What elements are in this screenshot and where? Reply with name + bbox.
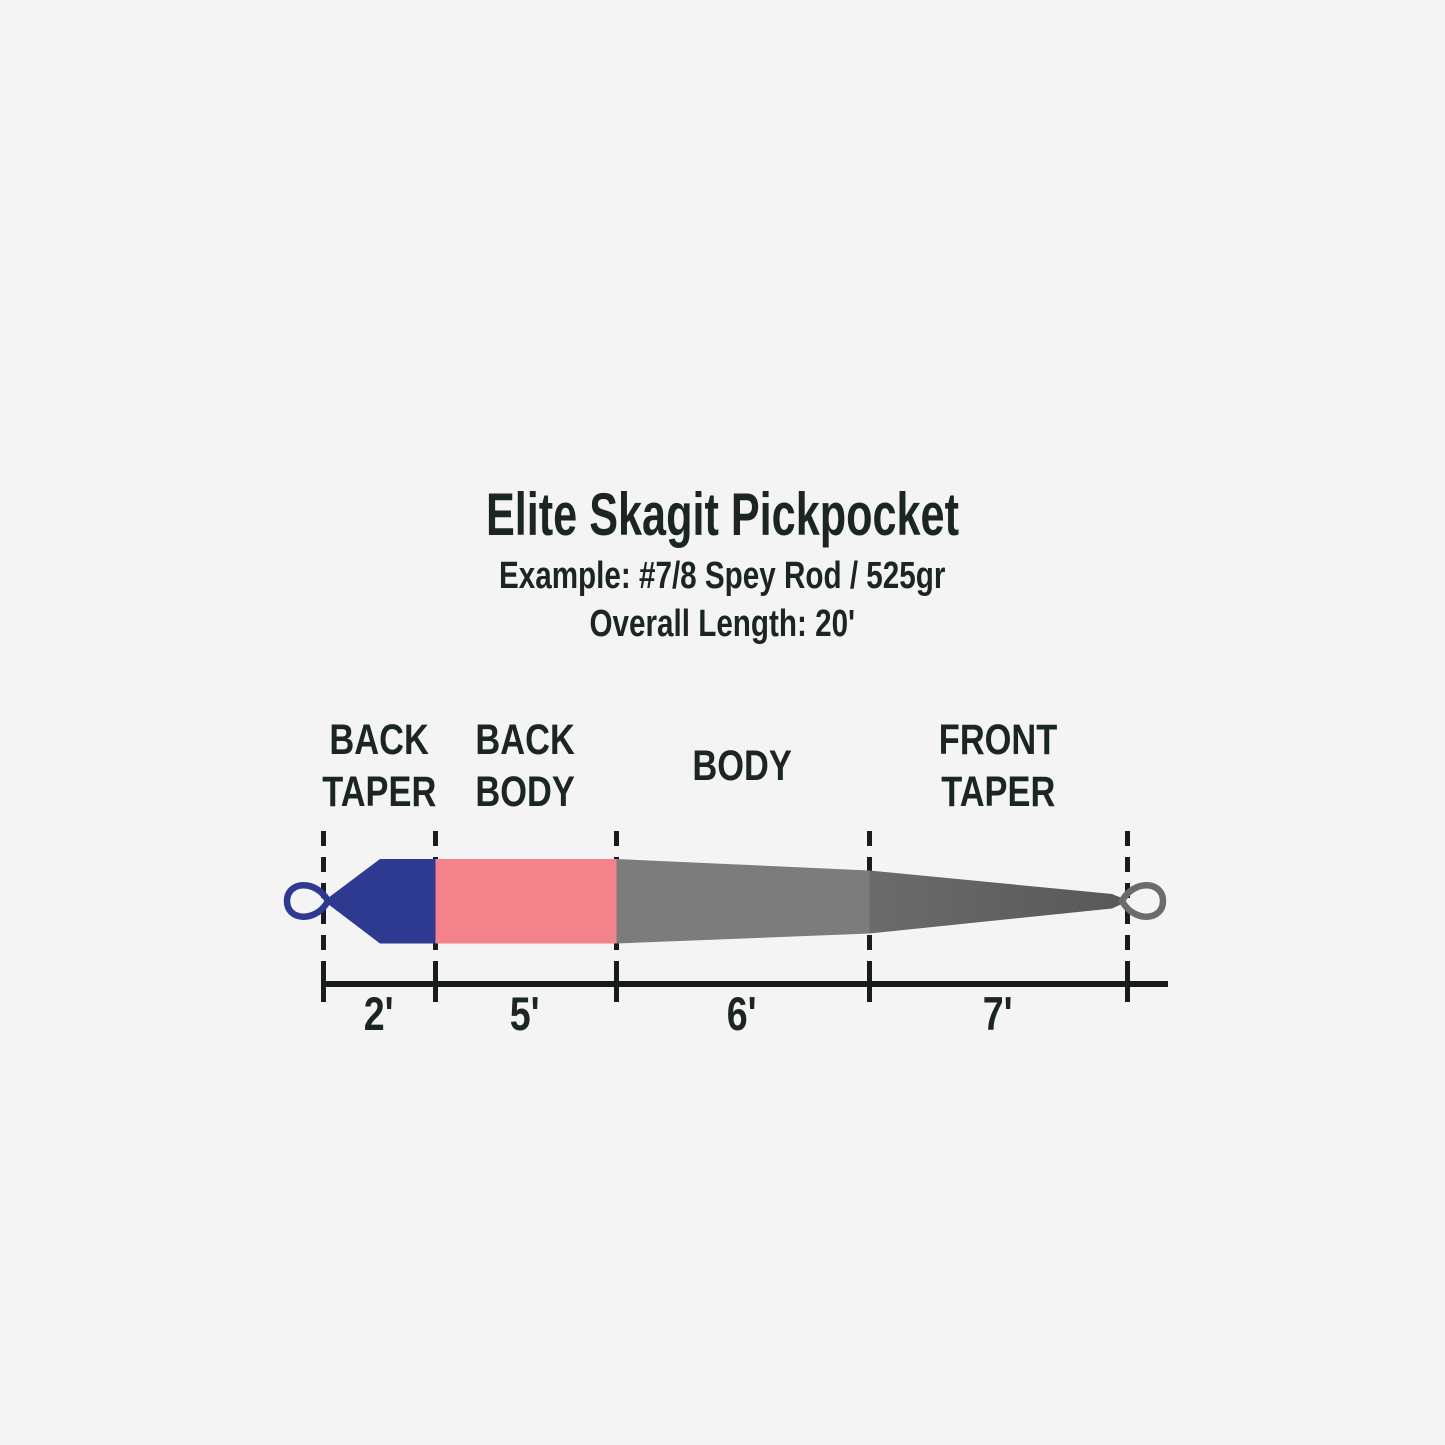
section-label-line: BODY	[692, 742, 792, 790]
diagram-example-line: Example: #7/8 Spey Rod / 525gr	[0, 552, 1445, 600]
body-segment	[616, 859, 870, 944]
diagram-title: Elite Skagit Pickpocket	[0, 481, 1445, 548]
section-label-front-taper: FRONT TAPER	[888, 712, 1108, 820]
section-label-back-body: BACK BODY	[415, 712, 635, 820]
measurement-ruler	[321, 967, 1168, 1001]
diagram-example-text: Example: #7/8 Spey Rod / 525gr	[499, 555, 946, 597]
length-label-back-taper: 2'	[269, 990, 489, 1038]
diagram-overall-length-text: Overall Length: 20'	[589, 603, 856, 645]
diagram-title-text: Elite Skagit Pickpocket	[486, 481, 959, 548]
length-label-body: 6'	[632, 990, 852, 1038]
section-label-body: BODY	[632, 712, 852, 820]
back-taper-segment	[324, 859, 436, 944]
length-label-back-body: 5'	[415, 990, 635, 1038]
length-label-text: 2'	[364, 987, 394, 1040]
length-label-text: 6'	[727, 987, 757, 1040]
title-block: Elite Skagit Pickpocket Example: #7/8 Sp…	[0, 481, 1445, 648]
section-label-line: TAPER	[940, 768, 1056, 816]
back-body-segment	[435, 859, 617, 944]
length-label-front-taper: 7'	[888, 990, 1108, 1038]
section-label-line: BODY	[475, 768, 575, 816]
back-loop-icon	[283, 882, 332, 920]
front-taper-segment	[869, 870, 1123, 934]
diagram-overall-length-line: Overall Length: 20'	[0, 600, 1445, 648]
section-label-line: TAPER	[321, 768, 437, 816]
section-label-line: BACK	[329, 716, 429, 764]
section-label-back-taper: BACK TAPER	[269, 712, 489, 820]
length-label-text: 5'	[510, 987, 540, 1040]
section-label-line: FRONT	[938, 716, 1058, 764]
section-label-line: BACK	[475, 716, 575, 764]
length-label-text: 7'	[983, 987, 1013, 1040]
front-loop-icon	[1118, 882, 1167, 920]
